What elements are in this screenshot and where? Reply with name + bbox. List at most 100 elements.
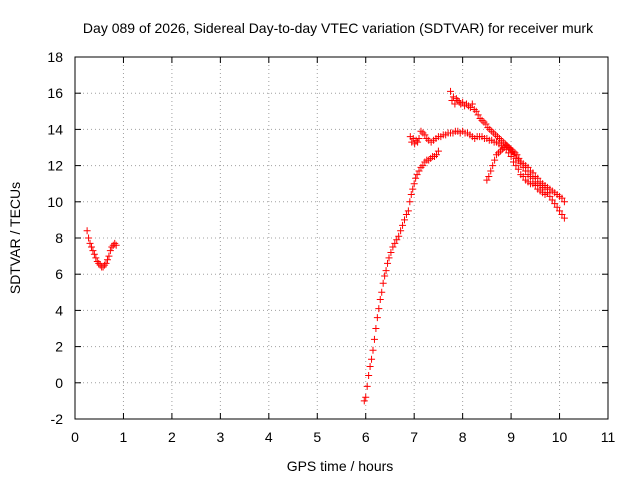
data-point-early [108, 243, 116, 251]
data-point-late-rise [496, 147, 504, 155]
data-point-early [99, 263, 107, 271]
data-point-high-arc [484, 124, 492, 132]
y-tick-label: 18 [47, 49, 63, 65]
data-point-rise [370, 335, 378, 343]
data-point-mid-arc [514, 165, 522, 173]
y-tick-label: -2 [51, 411, 64, 427]
data-point-late-rise [491, 156, 499, 164]
data-point-high-arc [454, 96, 462, 104]
grid [75, 57, 608, 419]
data-point-rise [425, 156, 433, 164]
data-point-rise [368, 355, 376, 363]
data-point-early [111, 239, 119, 247]
x-tick-label: 8 [459, 429, 467, 445]
data-point-rise [375, 305, 383, 313]
x-tick-label: 9 [507, 429, 515, 445]
data-point-rise [413, 171, 421, 179]
data-point-rise [385, 254, 393, 262]
data-point-late-rise [485, 172, 493, 180]
data-point-mid-arc [423, 134, 431, 142]
data-point-late-rise [546, 192, 554, 200]
data-point-rise [412, 174, 420, 182]
data-point-high-arc [486, 125, 494, 133]
plot-frame [74, 56, 609, 420]
data-point-early [103, 256, 111, 264]
x-tick-label: 11 [601, 429, 616, 445]
data-point-high-arc [470, 105, 478, 113]
data-point-mid-arc [510, 158, 518, 166]
data-point-rise [379, 279, 387, 287]
data-point-rise [397, 227, 405, 235]
data-point-high-arc [490, 129, 498, 137]
data-point-high-arc [492, 131, 500, 139]
data-point-early [95, 259, 103, 267]
x-tick-label: 0 [71, 429, 79, 445]
data-point-rise [366, 363, 374, 371]
data-point-late-rise [522, 167, 530, 175]
y-tick-label: 0 [55, 375, 63, 391]
data-point-high-arc [480, 118, 488, 126]
x-tick-label: 6 [362, 429, 370, 445]
data-point-rise [421, 158, 429, 166]
data-point-high-arc [478, 116, 486, 124]
data-point-high-arc [466, 104, 474, 112]
data-point-high-arc [449, 93, 457, 101]
data-point-mid-arc [417, 127, 425, 135]
data-point-rise [402, 210, 410, 218]
x-axis-label: GPS time / hours [287, 458, 394, 474]
data-point-late-rise [560, 214, 568, 222]
x-tick-label: 10 [552, 429, 568, 445]
data-point-mid-arc [507, 153, 515, 161]
x-tick-label: 5 [313, 429, 321, 445]
data-point-rise [406, 198, 414, 206]
data-point-late-rise [517, 160, 525, 168]
data-point-rise [373, 314, 381, 322]
data-point-mid-arc [411, 140, 419, 148]
data-point-rise [381, 272, 389, 280]
data-point-rise [365, 372, 373, 380]
data-point-rise [434, 147, 442, 155]
data-point-mid-arc [406, 133, 414, 141]
data-point-rise [376, 296, 384, 304]
data-point-late-rise [494, 149, 502, 157]
data-point-late-rise [519, 163, 527, 171]
data-point-rise [399, 221, 407, 229]
y-tick-label: 4 [55, 302, 63, 318]
data-point-early [85, 234, 93, 242]
data-point-rise [427, 154, 435, 162]
data-point-late-rise [556, 207, 564, 215]
data-point-rise [395, 232, 403, 240]
data-point-late-rise [548, 196, 556, 204]
y-tick-label: 10 [47, 194, 63, 210]
data-point-rise [417, 163, 425, 171]
data-point-rise [369, 346, 377, 354]
data-point-early [106, 247, 114, 255]
data-point-rise [415, 167, 423, 175]
data-point-high-arc [476, 115, 484, 123]
data-point-late-rise [493, 151, 501, 159]
data-point-mid-arc [419, 129, 427, 137]
data-point-rise [404, 207, 412, 215]
data-point-late-rise [551, 200, 559, 208]
y-tick-label: 16 [47, 85, 63, 101]
x-tick-label: 1 [120, 429, 128, 445]
data-point-rise [407, 191, 415, 199]
data-point-mid-arc [412, 136, 420, 144]
data-point-high-arc [560, 198, 568, 206]
data-point-late-rise [543, 189, 551, 197]
data-point-rise [372, 325, 380, 332]
data-point-high-arc [482, 120, 490, 128]
y-tick-label: 12 [47, 158, 63, 174]
data-point-early [93, 258, 101, 266]
data-point-mid-arc [421, 131, 429, 139]
data-point-early [92, 254, 100, 262]
data-point-early [102, 259, 110, 267]
data-point-rise [382, 267, 390, 275]
data-point-rise [432, 151, 440, 159]
data-points [83, 87, 568, 405]
data-point-mid-arc [414, 138, 422, 146]
data-point-rise [389, 243, 397, 251]
data-point-rise [400, 216, 408, 224]
data-point-early [112, 241, 120, 249]
data-point-early [87, 243, 95, 251]
